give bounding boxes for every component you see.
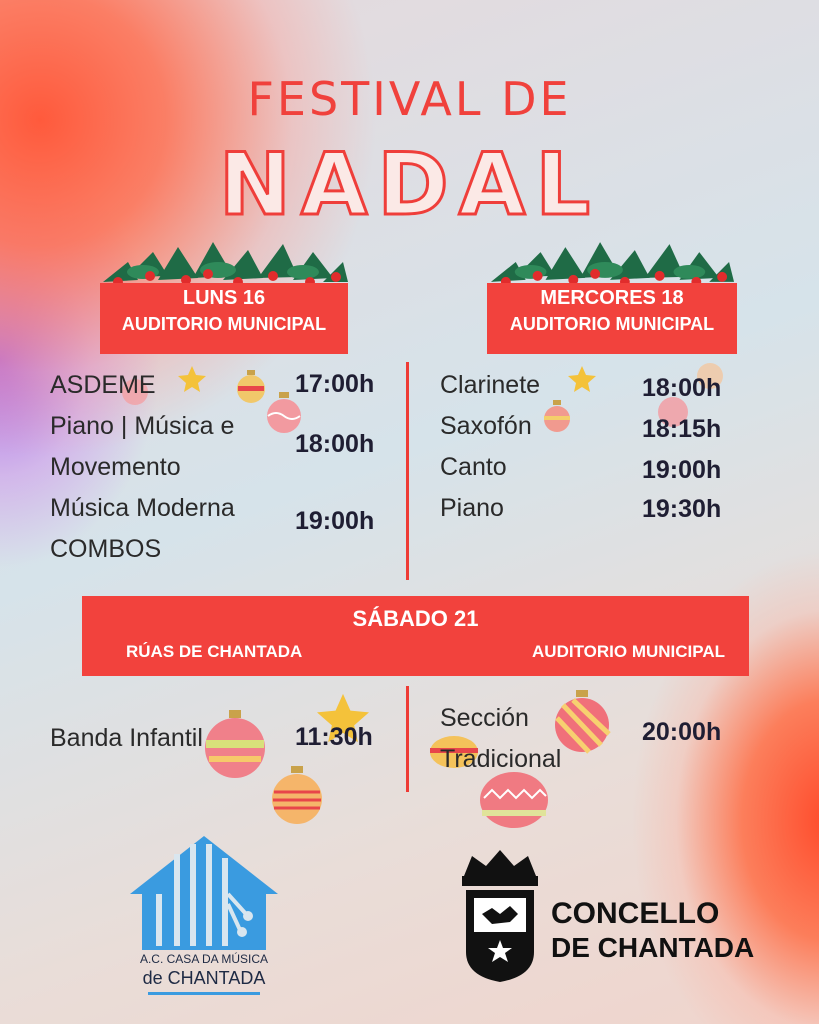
- day3-item-banda-infantil: Banda Infantil: [50, 724, 203, 752]
- day2-time-4: 19:30h: [642, 495, 722, 523]
- divider-top: [406, 362, 409, 580]
- bauble-ornament-icon: [555, 690, 611, 754]
- day2-date: MERCORES 18: [540, 287, 684, 309]
- casa-da-musica-logo: [130, 836, 278, 950]
- bauble-ornament-icon: [205, 710, 265, 778]
- day3-time-right: 20:00h: [642, 718, 722, 746]
- day1-time-1: 17:00h: [295, 370, 375, 398]
- day2-item-canto: Canto: [440, 453, 507, 481]
- bauble-ornament-icon: [658, 397, 688, 427]
- star-ornament-icon: [568, 366, 596, 392]
- bauble-ornament-icon: [430, 736, 478, 768]
- day2-header: MERCORES 18 AUDITORIO MUNICIPAL: [487, 283, 737, 354]
- day3-date: SÁBADO 21: [352, 606, 479, 631]
- concello-coat-of-arms-icon: [462, 850, 538, 982]
- casa-logo-line2: de CHANTADA: [142, 968, 266, 988]
- bauble-ornament-icon: [697, 363, 723, 389]
- day1-item-asdeme: ASDEME: [50, 371, 156, 399]
- day1-time-3: 19:00h: [295, 507, 375, 535]
- day2-time-3: 19:00h: [642, 456, 722, 484]
- day2-venue: AUDITORIO MUNICIPAL: [509, 314, 715, 334]
- day1-date: LUNS 16: [182, 287, 266, 309]
- day1-item-musica-moderna: Música Moderna: [50, 494, 235, 522]
- title-festival: FESTIVAL DE: [247, 72, 572, 126]
- day1-time-2: 18:00h: [295, 430, 375, 458]
- divider-bottom: [406, 686, 409, 792]
- day2-time-2: 18:15h: [642, 415, 722, 443]
- day1-venue: AUDITORIO MUNICIPAL: [121, 314, 327, 334]
- day2-time-1: 18:00h: [642, 374, 722, 402]
- holly-decoration-right: [490, 242, 735, 287]
- bauble-ornament-icon: [480, 772, 548, 828]
- star-ornament-icon: [317, 693, 369, 743]
- casa-logo-underline: [148, 992, 260, 995]
- day3-item-seccion: Sección: [440, 704, 529, 732]
- holly-decoration-left: [103, 242, 348, 287]
- title-nadal: NADAL: [217, 134, 601, 237]
- bauble-ornament-icon: [267, 392, 301, 433]
- day2-item-clarinete: Clarinete: [440, 371, 541, 399]
- bauble-ornament-icon: [544, 400, 570, 432]
- casa-logo-line1: A.C. CASA DA MÚSICA: [139, 952, 269, 966]
- day3-venue-right: AUDITORIO MUNICIPAL: [532, 642, 725, 661]
- day3-item-tradicional: Tradicional: [440, 745, 562, 773]
- day1-item-movemento: Movemento: [50, 453, 181, 481]
- bauble-ornament-icon: [272, 766, 322, 824]
- day1-item-combos: COMBOS: [50, 535, 162, 563]
- day2-item-piano: Piano: [440, 494, 504, 522]
- day1-item-piano: Piano | Música e: [50, 412, 235, 440]
- day3-venue-left: RÚAS DE CHANTADA: [126, 642, 303, 661]
- bauble-ornament-icon: [122, 379, 148, 405]
- concello-line2: DE CHANTADA: [551, 932, 755, 963]
- concello-line1: CONCELLO: [551, 897, 720, 930]
- star-ornament-icon: [178, 366, 206, 392]
- day3-time-left: 11:30h: [295, 723, 373, 751]
- bauble-ornament-icon: [237, 370, 265, 403]
- day2-item-saxofon: Saxofón: [440, 412, 532, 440]
- day3-header: SÁBADO 21 RÚAS DE CHANTADA AUDITORIO MUN…: [82, 596, 749, 676]
- day1-header: LUNS 16 AUDITORIO MUNICIPAL: [100, 283, 348, 354]
